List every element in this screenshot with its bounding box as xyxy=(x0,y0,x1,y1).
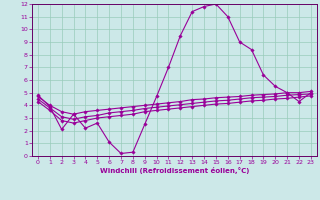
X-axis label: Windchill (Refroidissement éolien,°C): Windchill (Refroidissement éolien,°C) xyxy=(100,167,249,174)
